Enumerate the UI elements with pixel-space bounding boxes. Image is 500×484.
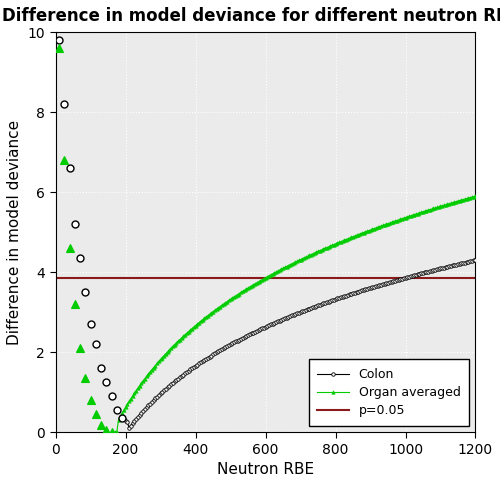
p=0.05 <box>53 275 59 281</box>
Organ averaged <box>404 214 410 220</box>
Organ averaged <box>119 410 125 416</box>
Organ averaged <box>186 329 192 334</box>
Colon <box>119 415 125 421</box>
Organ averaged <box>238 289 244 295</box>
Line: Colon: Colon <box>120 258 477 429</box>
Organ averaged <box>359 230 365 236</box>
Title: Difference in model deviance for different neutron RBEs: Difference in model deviance for differe… <box>2 7 500 25</box>
p=0.05 <box>52 275 59 281</box>
Organ averaged <box>108 429 114 435</box>
Y-axis label: Difference in model deviance: Difference in model deviance <box>7 120 22 345</box>
X-axis label: Neutron RBE: Neutron RBE <box>217 462 314 477</box>
Legend: Colon, Organ averaged, p=0.05: Colon, Organ averaged, p=0.05 <box>308 359 469 426</box>
Colon <box>140 408 146 414</box>
Colon <box>390 278 396 284</box>
Colon <box>217 348 223 353</box>
Colon <box>163 386 169 392</box>
Colon <box>342 293 347 299</box>
Organ averaged <box>472 193 478 199</box>
Colon <box>472 257 478 263</box>
Organ averaged <box>368 227 374 233</box>
Line: Organ averaged: Organ averaged <box>110 195 477 434</box>
Colon <box>135 414 141 420</box>
Colon <box>126 425 132 431</box>
